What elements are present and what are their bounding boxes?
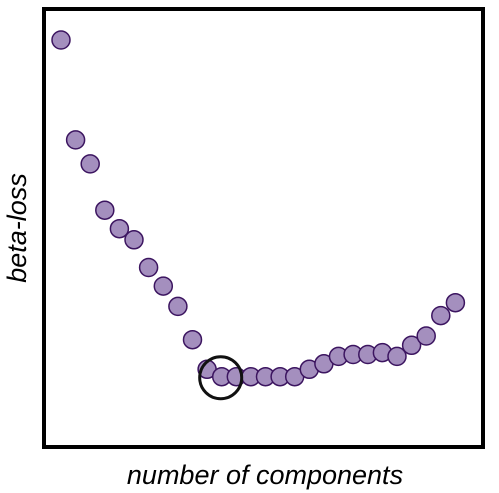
plot-frame	[42, 7, 485, 449]
data-point	[182, 329, 203, 350]
data-point	[401, 335, 422, 356]
selected-point-ring	[198, 355, 244, 401]
data-point	[431, 305, 451, 326]
data-point	[387, 346, 407, 367]
data-point	[109, 218, 130, 239]
data-point	[124, 230, 144, 250]
y-axis-label: beta-loss	[2, 173, 32, 283]
data-point	[80, 154, 100, 174]
data-point	[65, 130, 86, 150]
data-point	[51, 30, 71, 50]
data-point	[416, 326, 436, 346]
data-point	[95, 200, 115, 220]
x-axis-label: number of components	[127, 460, 403, 490]
data-point	[445, 292, 466, 313]
data-point	[153, 276, 174, 296]
data-point	[138, 257, 159, 278]
data-point	[168, 296, 188, 317]
data-points	[51, 30, 466, 387]
